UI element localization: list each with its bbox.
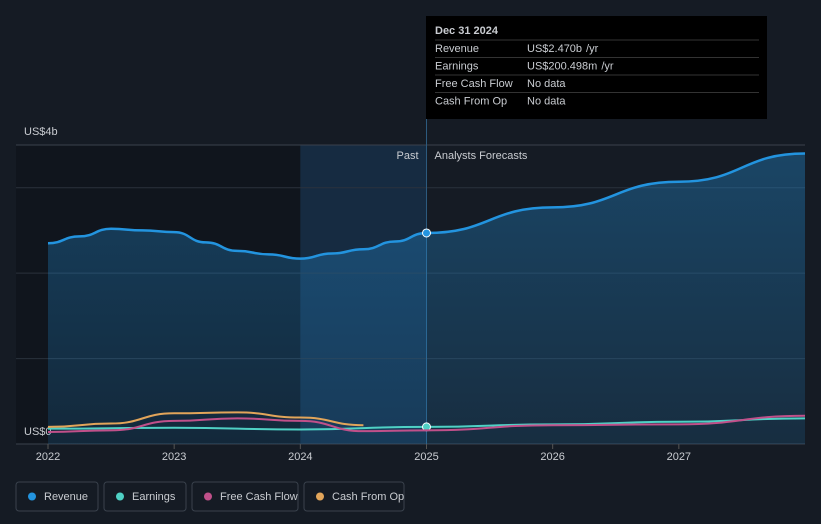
legend-item[interactable]: Free Cash Flow <box>191 481 299 512</box>
legend-swatch <box>316 492 324 501</box>
legend: Revenue Earnings Free Cash Flow Cash From O… <box>15 481 405 512</box>
x-tick-label: 2025 <box>414 451 438 463</box>
series-line <box>47 411 364 428</box>
tooltip-label: Free Cash Flow <box>435 78 513 90</box>
y-tick-label: US$4b <box>24 126 58 138</box>
legend-label: Revenue <box>44 491 88 503</box>
forecast-label: Analysts Forecasts <box>435 150 528 162</box>
x-tick-label: 2022 <box>36 451 60 463</box>
tooltip: Dec 31 2024 Revenue US$2.470b/yr Earnings US… <box>426 16 767 119</box>
tooltip-box <box>426 16 767 119</box>
series-line <box>47 414 806 434</box>
legend-item[interactable]: Earnings <box>103 481 187 512</box>
tooltip-value: US$2.470b <box>527 43 582 55</box>
tooltip-value: No data <box>527 95 566 107</box>
legend-button[interactable] <box>303 481 405 512</box>
legend-label: Earnings <box>132 491 176 503</box>
tooltip-label: Cash From Op <box>435 95 507 107</box>
legend-label: Cash From Op <box>332 491 404 503</box>
tooltip-value: US$200.498m <box>527 60 597 72</box>
x-tick-label: 2026 <box>540 451 564 463</box>
highlight-point <box>422 228 431 238</box>
legend-label: Free Cash Flow <box>220 491 298 503</box>
legend-swatch <box>204 492 212 501</box>
tooltip-unit: /yr <box>586 43 599 55</box>
legend-swatch <box>116 492 124 501</box>
legend-swatch <box>28 492 36 501</box>
x-tick-label: 2023 <box>162 451 186 463</box>
legend-button[interactable] <box>103 481 187 512</box>
area <box>48 153 805 445</box>
y-tick-label: US$0 <box>24 426 52 438</box>
past-label: Past <box>396 150 418 162</box>
tooltip-title: Dec 31 2024 <box>435 25 499 37</box>
x-tick-label: 2027 <box>667 451 691 463</box>
legend-button[interactable] <box>15 481 99 512</box>
tooltip-value: No data <box>527 78 566 90</box>
legend-button[interactable] <box>191 481 299 512</box>
x-tick-label: 2024 <box>288 451 312 463</box>
tooltip-unit: /yr <box>601 60 614 72</box>
tooltip-label: Revenue <box>435 43 479 55</box>
series-line <box>47 152 806 260</box>
legend-item[interactable]: Revenue <box>15 481 99 512</box>
legend-item[interactable]: Cash From Op <box>303 481 405 512</box>
plot: US$0 US$4b 2022 2023 2024 2025 2026 2027 Past Ana… <box>16 16 806 463</box>
tooltip-label: Earnings <box>435 60 479 72</box>
